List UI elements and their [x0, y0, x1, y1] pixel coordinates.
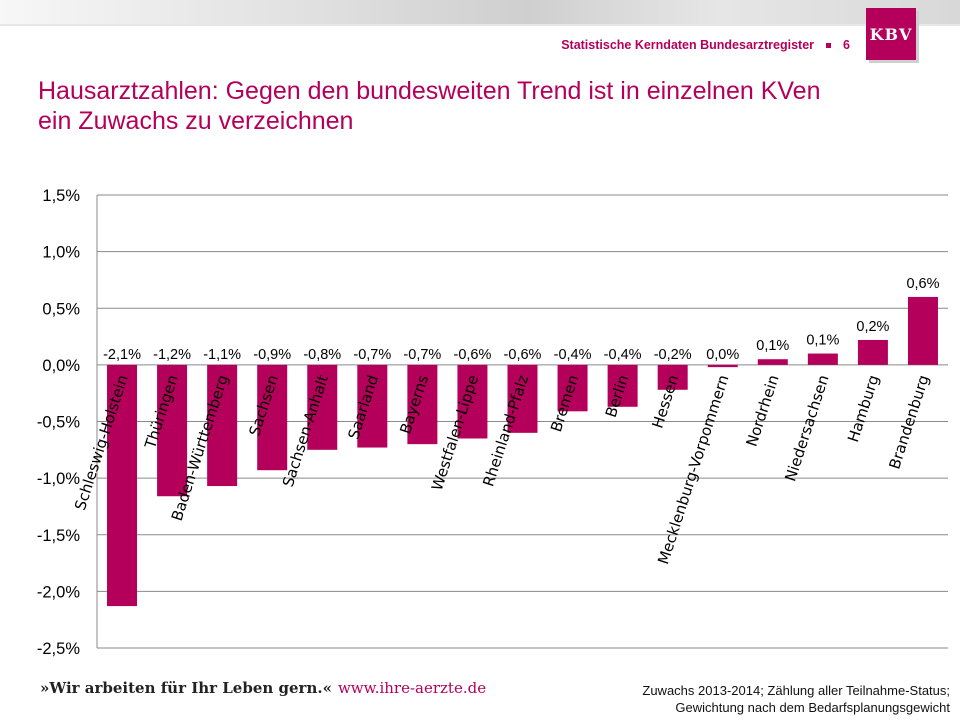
source-label: Statistische Kerndaten Bundesarztregiste… — [561, 38, 815, 52]
data-label: 0,6% — [906, 276, 939, 292]
data-label: -0,7% — [353, 347, 391, 363]
category-label: Nordrhein — [743, 373, 783, 449]
data-label: 0,2% — [856, 319, 889, 335]
y-tick-label: 1,0% — [42, 244, 80, 262]
page-number: 6 — [843, 38, 850, 52]
bar — [707, 364, 738, 368]
y-tick-label: -2,0% — [37, 583, 80, 601]
bar — [657, 364, 688, 390]
bar — [857, 339, 888, 365]
footnote: Zuwachs 2013-2014; Zählung aller Teilnah… — [642, 682, 950, 716]
data-label: -0,9% — [253, 347, 291, 363]
bar — [757, 359, 788, 365]
footnote-line-1: Zuwachs 2013-2014; Zählung aller Teilnah… — [642, 683, 950, 698]
bar — [257, 364, 288, 471]
top-decor-band — [0, 0, 960, 24]
slide-header: Statistische Kerndaten Bundesarztregiste… — [561, 38, 850, 52]
bar — [907, 296, 938, 365]
bar — [507, 364, 538, 433]
data-label: 0,1% — [756, 338, 789, 354]
data-label: -2,1% — [103, 347, 141, 363]
data-label: 0,1% — [806, 333, 839, 349]
title-line-2: ein Zuwachs zu verzeichnen — [38, 107, 354, 135]
y-tick-label: 1,5% — [42, 187, 80, 205]
y-tick-label: -2,5% — [37, 640, 80, 658]
header-divider — [0, 24, 960, 26]
y-tick-label: 0,0% — [42, 357, 80, 375]
bar — [307, 364, 338, 450]
bar — [407, 364, 438, 445]
title-line-1: Hausarztzahlen: Gegen den bundesweiten T… — [38, 77, 821, 105]
category-label: Niedersachsen — [781, 373, 832, 484]
data-label: -0,6% — [453, 347, 491, 363]
data-label: -0,4% — [604, 347, 642, 363]
data-label: -0,4% — [554, 347, 592, 363]
category-label: Hamburg — [844, 373, 883, 445]
bar — [207, 364, 238, 487]
bar — [557, 364, 588, 412]
y-tick-label: -1,5% — [37, 527, 80, 545]
bar — [457, 364, 488, 439]
bar — [807, 353, 838, 365]
separator-square-icon — [826, 43, 832, 49]
bar — [157, 364, 188, 497]
bar — [107, 364, 138, 607]
data-label: -0,8% — [303, 347, 341, 363]
footer-url-link[interactable]: www.ihre-aerzte.de — [337, 679, 487, 697]
kbv-logo: KBV — [866, 8, 916, 60]
logo-text: KBV — [869, 24, 913, 44]
y-tick-label: -1,0% — [37, 470, 80, 488]
data-label: -0,7% — [403, 347, 441, 363]
footer-slogan: »Wir arbeiten für Ihr Leben gern.« — [40, 679, 332, 697]
y-tick-label: 0,5% — [42, 300, 80, 318]
page-title: Hausarztzahlen: Gegen den bundesweiten T… — [38, 76, 918, 136]
bar — [607, 364, 638, 407]
data-label: -1,2% — [153, 347, 191, 363]
data-label: -0,2% — [654, 347, 692, 363]
footer-slogan-block: »Wir arbeiten für Ihr Leben gern.« www.ih… — [40, 679, 486, 697]
data-label: -1,1% — [203, 347, 241, 363]
data-label: -0,6% — [504, 347, 542, 363]
footnote-line-2: Gewichtung nach dem Bedarfsplanungsgewic… — [675, 700, 950, 715]
bar — [357, 364, 388, 448]
y-tick-label: -0,5% — [37, 414, 80, 432]
data-label: 0,0% — [706, 347, 739, 363]
